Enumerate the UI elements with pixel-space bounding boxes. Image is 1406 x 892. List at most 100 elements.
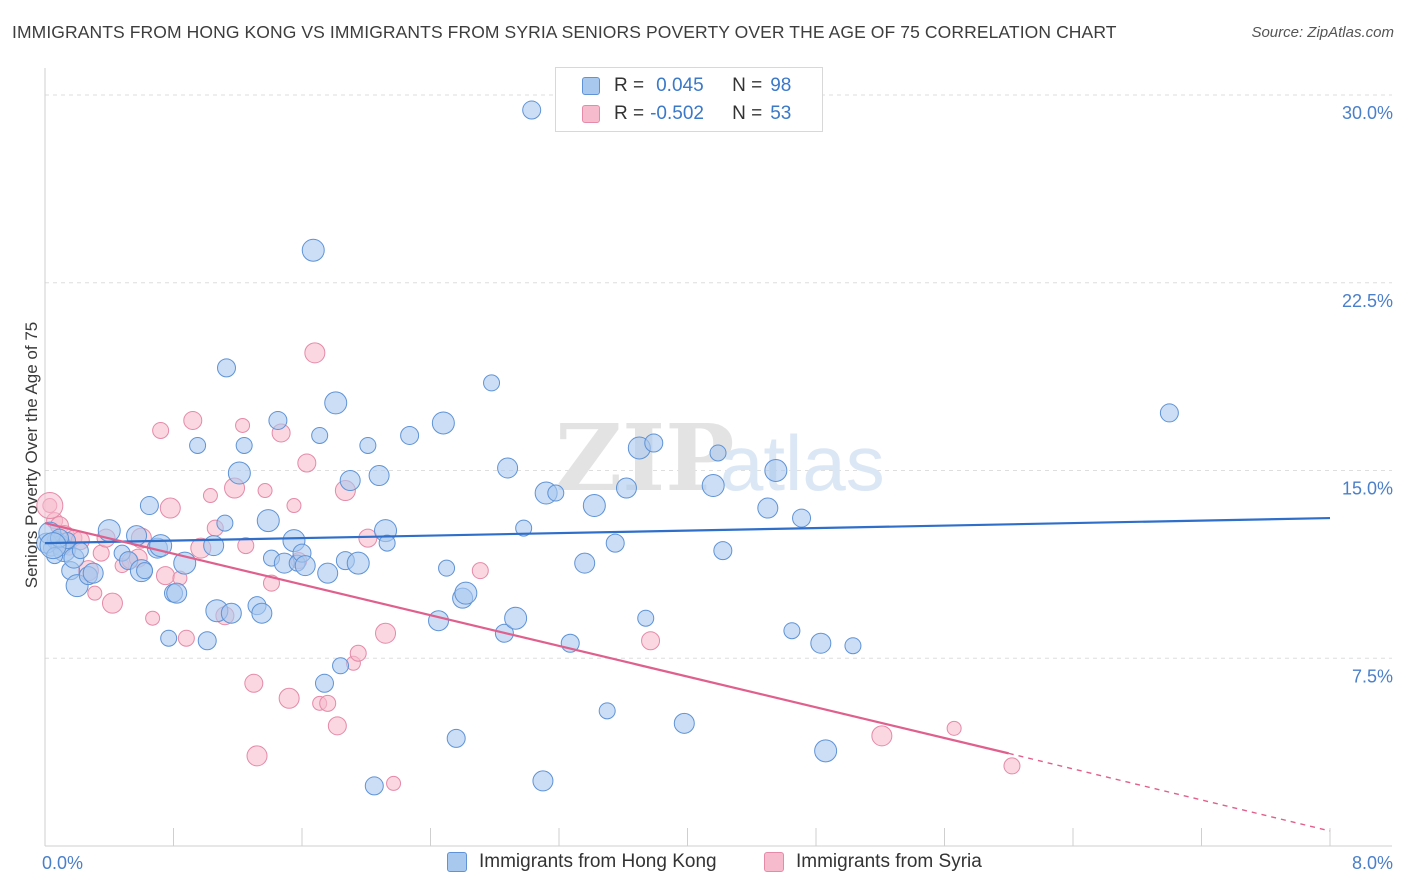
y-tick-label: 30.0% bbox=[1342, 103, 1393, 123]
data-point bbox=[644, 433, 664, 453]
data-point bbox=[713, 541, 733, 561]
data-point bbox=[324, 391, 348, 415]
data-point bbox=[378, 534, 396, 552]
data-point bbox=[246, 745, 268, 767]
data-point bbox=[522, 100, 542, 120]
data-point bbox=[332, 657, 350, 675]
data-point bbox=[202, 488, 218, 504]
data-point bbox=[783, 622, 801, 640]
data-point bbox=[244, 673, 264, 693]
data-point bbox=[268, 410, 288, 430]
data-point bbox=[39, 532, 67, 560]
legend-r-label: R = bbox=[614, 103, 645, 124]
correlation-legend: R = 0.045 N = 98 R = -0.502 N = 53 bbox=[555, 67, 823, 132]
series-hong-kong-points bbox=[36, 100, 1179, 796]
data-point bbox=[251, 602, 273, 624]
chart-title: IMMIGRANTS FROM HONG KONG VS IMMIGRANTS … bbox=[12, 22, 1117, 42]
y-tick-label: 22.5% bbox=[1342, 291, 1393, 311]
data-point bbox=[641, 631, 661, 651]
data-point bbox=[428, 610, 450, 632]
data-point bbox=[314, 673, 334, 693]
data-point bbox=[82, 562, 104, 584]
data-point bbox=[946, 720, 962, 736]
legend-n-value-hong-kong: 98 bbox=[770, 75, 792, 96]
data-point bbox=[532, 770, 554, 792]
trend-line-syria-extension bbox=[1008, 752, 1331, 832]
data-point bbox=[235, 436, 253, 454]
legend-r-value-hong-kong: 0.045 bbox=[656, 75, 704, 96]
legend-label-hong-kong: Immigrants from Hong Kong bbox=[479, 851, 717, 872]
data-point bbox=[446, 728, 466, 748]
data-point bbox=[286, 498, 302, 514]
legend-swatch-hong-kong bbox=[582, 77, 600, 95]
data-point bbox=[319, 694, 337, 712]
legend-n-label: N = bbox=[732, 103, 763, 124]
data-point bbox=[152, 421, 170, 439]
data-point bbox=[304, 342, 326, 364]
data-point bbox=[235, 417, 251, 433]
data-point bbox=[764, 459, 788, 483]
data-point bbox=[844, 637, 862, 655]
legend-row-hong-kong: R = 0.045 N = 98 bbox=[582, 73, 791, 99]
data-point bbox=[515, 519, 533, 537]
data-point bbox=[400, 425, 420, 445]
data-point bbox=[183, 410, 203, 430]
y-axis-label: Seniors Poverty Over the Age of 75 bbox=[22, 322, 41, 588]
data-point bbox=[71, 542, 89, 560]
legend-swatch-syria bbox=[582, 105, 600, 123]
data-point bbox=[359, 436, 377, 454]
data-point bbox=[349, 644, 367, 662]
data-point bbox=[177, 629, 195, 647]
data-point bbox=[431, 411, 455, 435]
data-point bbox=[757, 497, 779, 519]
data-point bbox=[155, 566, 175, 586]
data-point bbox=[311, 426, 329, 444]
data-point bbox=[160, 629, 178, 647]
legend-item-hong-kong[interactable]: Immigrants from Hong Kong bbox=[447, 851, 717, 873]
data-point bbox=[197, 631, 217, 651]
axes bbox=[44, 68, 1392, 847]
data-point bbox=[145, 610, 161, 626]
legend-item-syria[interactable]: Immigrants from Syria bbox=[764, 851, 982, 873]
legend-swatch-syria bbox=[764, 852, 784, 872]
watermark-atlas: atlas bbox=[720, 419, 885, 507]
data-point bbox=[237, 537, 255, 555]
series-legend: Immigrants from Hong Kong Immigrants fro… bbox=[0, 851, 1406, 879]
legend-n-value-syria: 53 bbox=[770, 103, 792, 124]
x-tick-label: 0.0% bbox=[42, 853, 83, 873]
data-point bbox=[364, 776, 384, 796]
data-point bbox=[256, 509, 280, 533]
trend-line-hong-kong bbox=[44, 516, 1331, 545]
data-point bbox=[317, 562, 339, 584]
data-point bbox=[139, 496, 159, 516]
data-point bbox=[101, 592, 123, 614]
data-point bbox=[136, 562, 154, 580]
legend-row-syria: R = -0.502 N = 53 bbox=[582, 101, 791, 127]
data-point bbox=[701, 474, 725, 498]
data-point bbox=[386, 775, 402, 791]
data-point bbox=[87, 585, 103, 601]
data-point bbox=[792, 508, 812, 528]
data-point bbox=[220, 602, 242, 624]
grid-lines bbox=[45, 94, 1392, 659]
data-point bbox=[673, 712, 695, 734]
data-point bbox=[454, 581, 478, 605]
data-point bbox=[438, 559, 456, 577]
data-point bbox=[709, 444, 727, 462]
data-point bbox=[375, 622, 397, 644]
data-point bbox=[278, 687, 300, 709]
data-point bbox=[346, 551, 370, 575]
data-point bbox=[294, 555, 316, 577]
data-point bbox=[598, 702, 616, 720]
data-point bbox=[227, 461, 251, 485]
data-point bbox=[216, 514, 234, 532]
x-tick-label: 8.0% bbox=[1352, 853, 1393, 873]
source-label: Source: ZipAtlas.com bbox=[1251, 24, 1394, 41]
data-point bbox=[217, 358, 237, 378]
legend-r-label: R = bbox=[614, 75, 645, 96]
data-point bbox=[36, 492, 64, 520]
data-point bbox=[810, 632, 832, 654]
trend-line-syria bbox=[44, 522, 1010, 755]
data-point bbox=[471, 562, 489, 580]
